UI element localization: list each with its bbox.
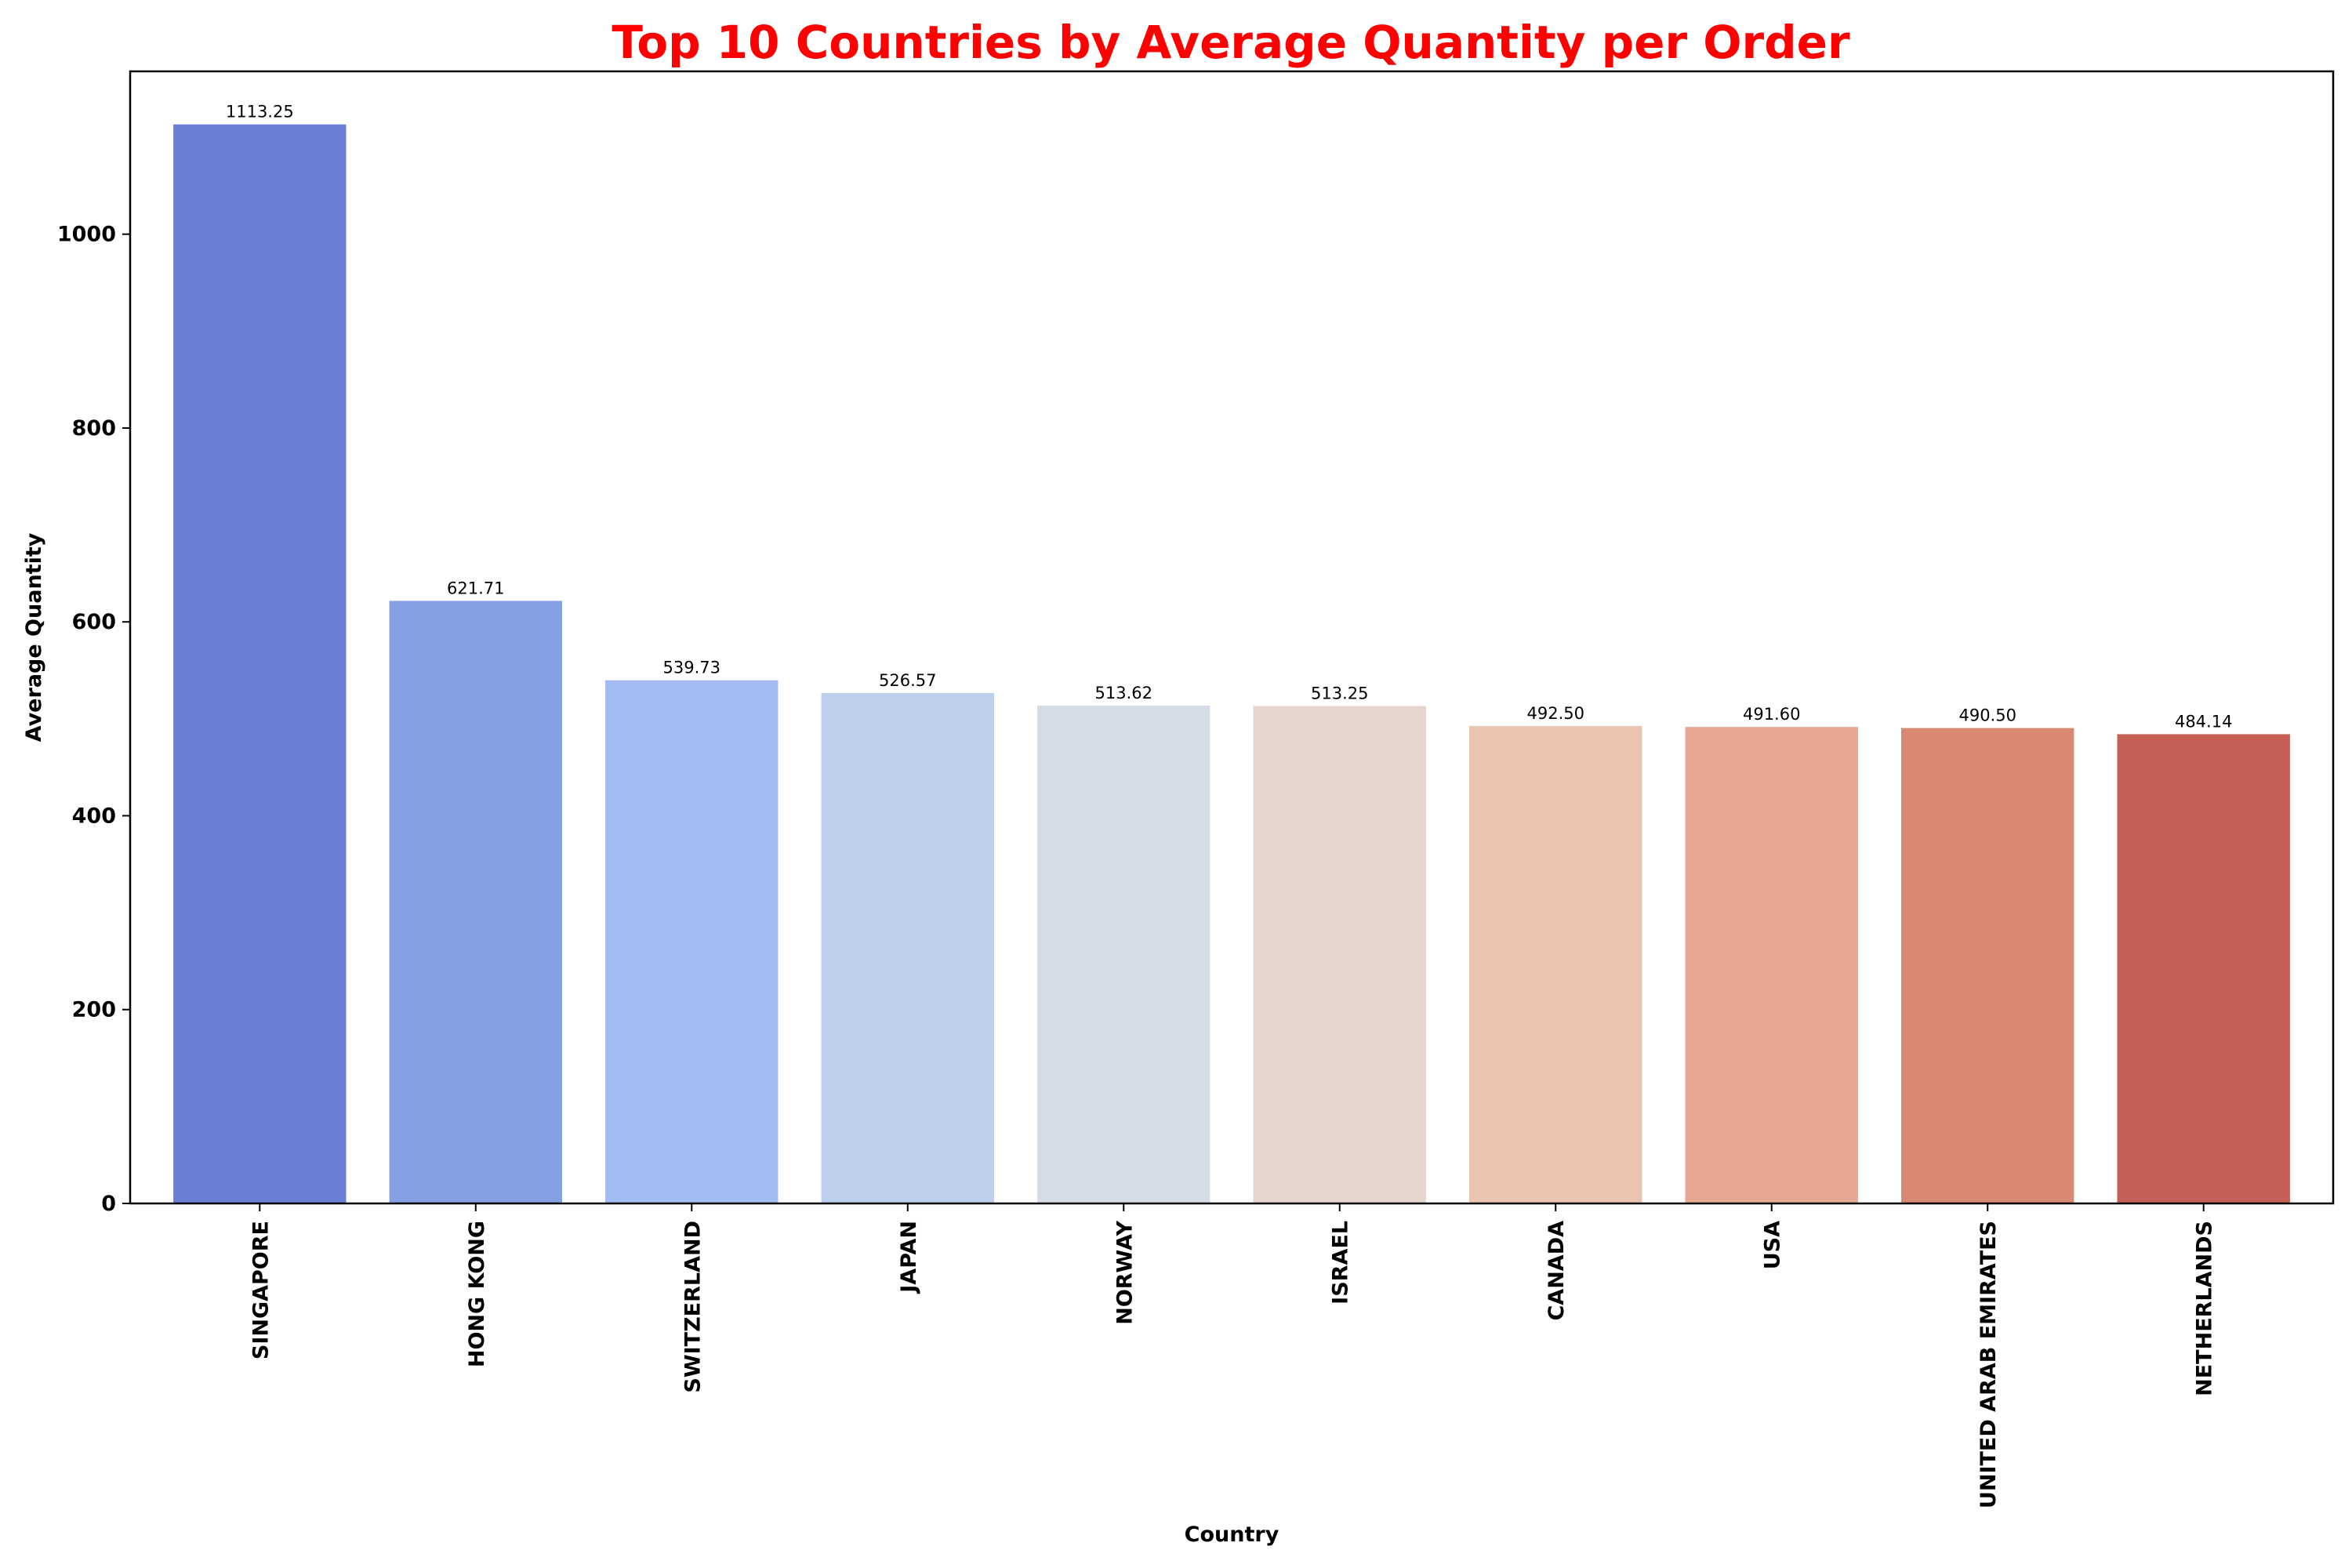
bar (173, 124, 347, 1203)
bar (1253, 706, 1426, 1203)
y-tick-label: 1000 (57, 223, 116, 247)
y-axis-label: Average Quantity (22, 532, 46, 742)
x-tick-label: HONG KONG (465, 1221, 489, 1367)
bar-value-label: 513.62 (1095, 684, 1152, 702)
bar-value-label: 1113.25 (226, 103, 294, 122)
x-axis-label: Country (1185, 1523, 1279, 1547)
y-axis-ticks: 0 200 400 600 800 1000 (57, 223, 130, 1216)
bar (1469, 726, 1642, 1203)
bar (605, 680, 779, 1203)
x-tick-label: CANADA (1544, 1221, 1569, 1321)
x-tick-label: JAPAN (897, 1221, 921, 1294)
x-tick-label: UNITED ARAB EMIRATES (1976, 1221, 2001, 1508)
x-axis-ticks: SINGAPORE HONG KONG SWITZERLAND JAPAN NORWAY… (249, 1203, 2217, 1508)
x-tick-label: NORWAY (1112, 1221, 1137, 1325)
x-tick-label: SINGAPORE (249, 1221, 273, 1359)
x-tick-label: ISRAEL (1329, 1221, 1353, 1305)
x-tick-label: SWITZERLAND (681, 1221, 705, 1393)
value-labels-group: 1113.25 621.71 539.73 526.57 513.62 513.25 492… (226, 103, 2233, 731)
bar (2117, 734, 2290, 1203)
bar (821, 693, 994, 1203)
x-tick-label: USA (1761, 1221, 1785, 1269)
y-tick-label: 200 (72, 998, 116, 1022)
bar (1901, 728, 2074, 1203)
y-tick-label: 400 (72, 804, 116, 828)
bar (1685, 727, 1858, 1203)
bar-value-label: 492.50 (1526, 704, 1584, 723)
bar (389, 601, 562, 1203)
x-tick-label: NETHERLANDS (2193, 1221, 2217, 1396)
plot-frame (129, 70, 2335, 1205)
chart-title: Top 10 Countries by Average Quantity per… (612, 16, 1850, 69)
y-tick-label: 800 (72, 416, 116, 441)
y-tick-label: 0 (101, 1192, 116, 1216)
bar-value-label: 484.14 (2175, 712, 2232, 731)
bar-value-label: 491.60 (1743, 705, 1800, 724)
bar-value-label: 490.50 (1958, 706, 2016, 725)
y-tick-label: 600 (72, 610, 116, 634)
bar-value-label: 621.71 (447, 579, 504, 597)
bars-group (173, 124, 2290, 1203)
bar-value-label: 539.73 (663, 659, 720, 677)
bar (1037, 706, 1210, 1203)
bar-value-label: 526.57 (879, 671, 936, 690)
bar-value-label: 513.25 (1311, 684, 1368, 702)
